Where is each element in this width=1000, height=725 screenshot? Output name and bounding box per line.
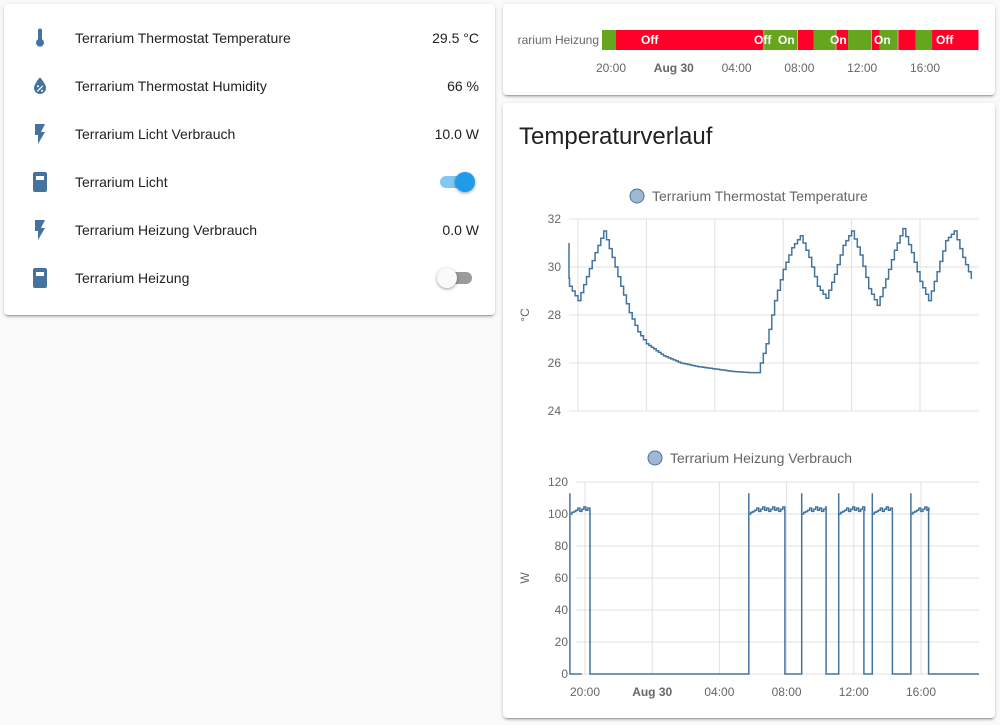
timeline-segment-on[interactable]: [915, 30, 933, 50]
entity-row-terrarium-thermostat-humidity[interactable]: Terrarium Thermostat Humidity 66 %: [4, 62, 495, 110]
legend-marker: [647, 450, 663, 466]
entity-name: Terrarium Licht: [75, 174, 168, 190]
entity-name: Terrarium Heizung: [75, 270, 190, 286]
entities-card: Terrarium Thermostat Temperature 29.5 °C T…: [4, 4, 495, 315]
y-tick-label: 20: [555, 635, 569, 649]
y-tick-label: 120: [548, 475, 568, 489]
x-tick-label: 08:00: [772, 685, 802, 699]
timeline-tick-label: 12:00: [847, 61, 877, 75]
y-tick-label: 24: [548, 404, 562, 418]
entity-state: 29.5 °C: [432, 30, 479, 46]
water-percent-icon: [28, 74, 52, 98]
toggle-thumb: [437, 268, 457, 288]
series-line: [569, 493, 979, 675]
timeline-segment-label: Off: [936, 33, 954, 47]
timeline-tick-label: 16:00: [910, 61, 940, 75]
power-socket-icon: [28, 170, 52, 194]
entity-name: Terrarium Heizung Verbrauch: [75, 222, 258, 238]
x-tick-label: 16:00: [906, 685, 936, 699]
temperature-chart: Terrarium Thermostat Temperature 24 26 28 30…: [518, 188, 979, 418]
entity-row-terrarium-thermostat-temperature[interactable]: Terrarium Thermostat Temperature 29.5 °C: [4, 14, 495, 62]
timeline-segment-on[interactable]: [813, 30, 837, 50]
timeline-segment-on[interactable]: [879, 30, 899, 50]
legend-label: Terrarium Thermostat Temperature: [652, 188, 868, 204]
timeline-segment-label: On: [874, 33, 891, 47]
timeline-tick-label: 08:00: [784, 61, 814, 75]
power-socket-icon: [28, 266, 52, 290]
timeline-segment-off[interactable]: [932, 30, 979, 50]
legend-label: Terrarium Heizung Verbrauch: [670, 450, 852, 466]
y-axis-label: W: [518, 572, 532, 584]
timeline-label: rarium Heizung: [518, 33, 599, 47]
legend-marker: [629, 188, 645, 204]
y-tick-label: 26: [548, 356, 562, 370]
timeline-segment-on[interactable]: [848, 30, 872, 50]
entity-row-terrarium-licht[interactable]: Terrarium Licht: [4, 158, 495, 206]
heizung-verbrauch-chart: Terrarium Heizung Verbrauch 0 20 40 60 80 100 1…: [518, 450, 979, 699]
timeline-card: rarium Heizung Off Off On On On Off 20:00 Aug 30…: [503, 4, 995, 95]
series-line: [568, 227, 973, 374]
x-tick-label: 04:00: [704, 685, 734, 699]
toggle-switch[interactable]: [438, 171, 475, 193]
timeline-segment-on[interactable]: [764, 30, 798, 50]
entity-name: Terrarium Licht Verbrauch: [75, 126, 236, 142]
y-tick-label: 100: [548, 507, 568, 521]
toggle-switch[interactable]: [437, 267, 474, 289]
y-tick-label: 28: [548, 308, 562, 322]
y-tick-label: 30: [548, 260, 562, 274]
timeline-segment-off[interactable]: [898, 30, 916, 50]
entity-name: Terrarium Thermostat Temperature: [75, 30, 291, 46]
y-tick-label: 80: [555, 539, 569, 553]
timeline-segment-off[interactable]: [797, 30, 814, 50]
y-tick-label: 40: [555, 603, 569, 617]
entity-row-terrarium-heizung[interactable]: Terrarium Heizung: [4, 254, 495, 302]
entity-row-terrarium-heizung-verbrauch[interactable]: Terrarium Heizung Verbrauch 0.0 W: [4, 206, 495, 254]
y-tick-label: 32: [548, 212, 562, 226]
thermometer-icon: [28, 26, 52, 50]
flash-icon: [28, 218, 52, 242]
toggle-thumb: [455, 172, 475, 192]
timeline-segment-label: Off: [641, 33, 659, 47]
flash-icon: [28, 122, 52, 146]
timeline-segment-off[interactable]: [871, 30, 880, 50]
entity-row-terrarium-licht-verbrauch[interactable]: Terrarium Licht Verbrauch 10.0 W: [4, 110, 495, 158]
timeline-segment-off[interactable]: [615, 30, 765, 50]
entity-state: 10.0 W: [434, 126, 479, 142]
y-tick-label: 60: [555, 571, 569, 585]
chart-legend[interactable]: Terrarium Heizung Verbrauch: [647, 450, 852, 466]
page-title: Temperaturverlauf: [519, 123, 713, 150]
y-axis-label: °C: [518, 308, 532, 322]
timeline-segment-on[interactable]: [602, 30, 616, 50]
timeline-segment-label: On: [830, 33, 847, 47]
timeline-tick-label: Aug 30: [654, 61, 694, 75]
history-card: Temperaturverlauf Terrarium Thermostat T…: [503, 103, 995, 718]
entity-state: 0.0 W: [442, 222, 479, 238]
timeline-segment-label: On: [778, 33, 795, 47]
timeline-tick-label: 04:00: [722, 61, 752, 75]
x-tick-label: 20:00: [570, 685, 600, 699]
entity-state: 66 %: [447, 78, 479, 94]
timeline-segment-label: Off: [754, 33, 772, 47]
y-tick-label: 0: [561, 667, 568, 681]
timeline-tick-label: 20:00: [596, 61, 626, 75]
x-tick-label: Aug 30: [632, 685, 672, 699]
x-tick-label: 12:00: [839, 685, 869, 699]
chart-legend[interactable]: Terrarium Thermostat Temperature: [629, 188, 868, 204]
entity-name: Terrarium Thermostat Humidity: [75, 78, 267, 94]
timeline-chart: rarium Heizung Off Off On On On Off 20:00 Aug 30…: [518, 30, 980, 75]
timeline-segment-off[interactable]: [836, 30, 849, 50]
